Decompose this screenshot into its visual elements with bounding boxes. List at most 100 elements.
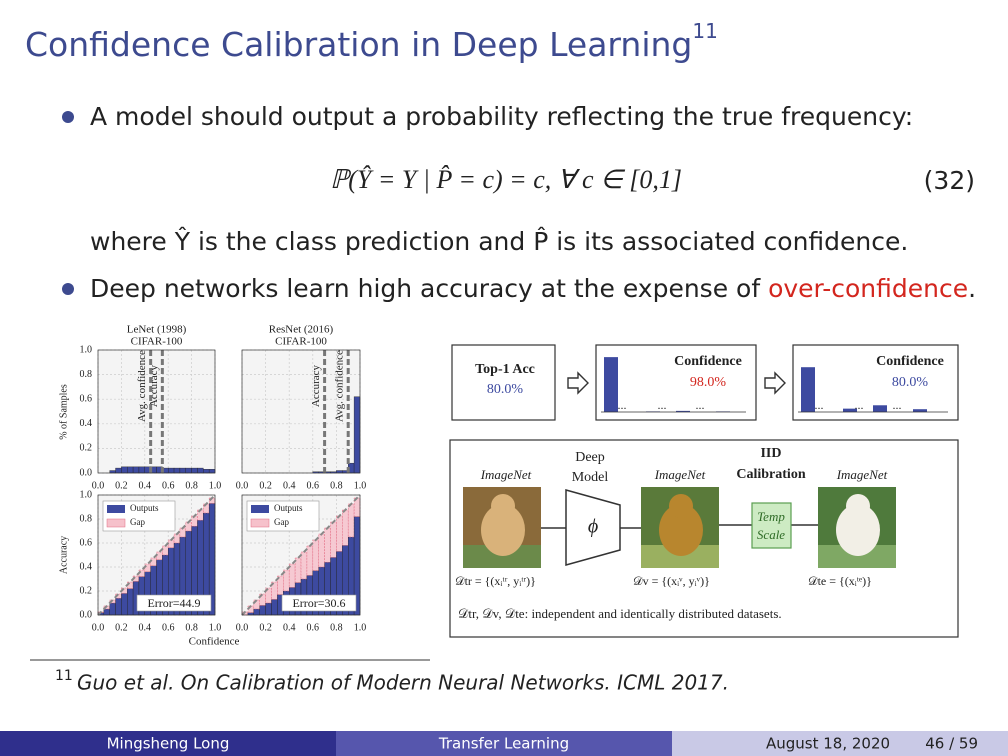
histogram-bar [208, 469, 216, 474]
x-tick-label: 0.2 [259, 480, 272, 491]
bullet-dot [62, 111, 74, 123]
histogram-bar [191, 467, 198, 474]
reference-label: Avg. confidence [136, 350, 148, 422]
output-bar [103, 608, 110, 616]
ellipsis: ... [658, 398, 667, 412]
gap-bar [167, 539, 175, 549]
photo-ground [641, 545, 719, 568]
acc-label: Top-1 Acc [475, 362, 535, 377]
confidence-bar [843, 408, 857, 412]
legend-label: Outputs [274, 503, 303, 513]
y-tick-label: 0.4 [80, 418, 93, 429]
histogram-bar [185, 467, 192, 474]
confidence-value: 98.0% [690, 375, 727, 390]
x-tick-label: 0.6 [162, 622, 175, 633]
x-tick-label: 0.4 [139, 622, 152, 633]
histogram-bar [173, 467, 181, 474]
x-tick-label: 0.4 [283, 622, 296, 633]
legend-swatch [106, 518, 126, 528]
temp-scale-label: Temp [757, 509, 785, 524]
gap-bar [312, 539, 319, 571]
gap-bar [336, 515, 343, 552]
error-label: Error=44.9 [147, 596, 200, 610]
output-bar [271, 599, 278, 616]
confidence-bar [801, 367, 815, 412]
y-tick-label: 1.0 [80, 344, 93, 355]
gap-bar [271, 581, 278, 600]
histogram-bar [179, 467, 186, 474]
output-bar [115, 598, 122, 616]
output-bar [253, 608, 260, 616]
dataset-label: ImageNet [654, 467, 706, 482]
bullet: Deep networks learn high accuracy at the… [90, 274, 976, 303]
x-tick-label: 0.0 [236, 622, 249, 633]
x-tick-label: 0.0 [92, 480, 105, 491]
y-tick-label: 0.6 [80, 393, 93, 404]
model-symbol: ϕ [588, 516, 598, 538]
footnote: Guo et al. On Calibration of Modern Neur… [77, 671, 729, 695]
y-tick-label: 0.2 [80, 585, 93, 596]
model-shape [565, 489, 621, 566]
histogram-bar [121, 466, 128, 474]
y-tick-label: 0.0 [80, 467, 93, 478]
footer-left [0, 731, 336, 756]
gap-bar [208, 497, 216, 504]
error-box [281, 594, 357, 612]
plot-frame [97, 349, 216, 474]
x-tick-label: 0.6 [307, 622, 320, 633]
gap-bar [156, 551, 163, 561]
x-tick-label: 0.8 [330, 622, 343, 633]
confidence-value: 80.0% [892, 375, 929, 390]
x-tick-label: 0.8 [185, 480, 198, 491]
dataset-set: 𝒟te = {(xᵢᵗᵉ)} [808, 574, 872, 588]
gap-bar [342, 509, 349, 546]
x-tick-label: 0.4 [139, 480, 152, 491]
x-tick-label: 0.4 [283, 480, 296, 491]
ellipsis: ... [618, 398, 627, 412]
plot-area [98, 350, 215, 473]
photo-dog [659, 504, 703, 556]
gap-bar [150, 557, 157, 567]
plot-area [242, 350, 360, 473]
photo-ground [818, 545, 896, 568]
photo-ground [463, 545, 541, 568]
y-axis-label: Accuracy [58, 536, 69, 574]
reliability-figure: LeNet (1998)CIFAR-1000.00.00.20.20.40.40… [58, 324, 366, 648]
dataset-label: ImageNet [480, 467, 532, 482]
x-tick-label: 1.0 [209, 622, 222, 633]
ellipsis: ... [855, 398, 864, 412]
photo-dog [481, 504, 525, 556]
reference-label: Accuracy [310, 364, 322, 407]
reference-label: Accuracy [148, 364, 160, 407]
confidence-label: Confidence [674, 354, 742, 369]
bullet-text: Deep networks learn high accuracy at the… [90, 274, 768, 303]
confidence-bar [676, 410, 690, 412]
panel-title: ResNet (2016) [269, 324, 334, 336]
ellipsis: ... [696, 398, 705, 412]
y-tick-label: 0.2 [80, 443, 93, 454]
confidence-label: Confidence [876, 354, 944, 369]
bullet: A model should output a probability refl… [90, 102, 913, 131]
legend-swatch [107, 505, 125, 513]
x-tick-label: 0.0 [236, 480, 249, 491]
histogram-bar [127, 466, 134, 474]
x-tick-label: 0.2 [259, 622, 272, 633]
photo-dog-head [491, 494, 515, 518]
histogram-bar [132, 466, 140, 474]
gap-bar [191, 515, 198, 527]
bullet-end: . [968, 274, 976, 303]
legend-label: Outputs [130, 503, 159, 513]
confidence-bar [604, 357, 618, 412]
explanation: where Ŷ is the class prediction and P̂ i… [90, 226, 908, 256]
y-tick-label: 0.0 [80, 609, 93, 620]
temp-scale-label: Scale [757, 527, 785, 542]
gap-bar [162, 545, 169, 556]
footer-right [672, 731, 1008, 756]
model-label: Deep [575, 450, 605, 465]
x-tick-label: 0.8 [330, 480, 343, 491]
gap-bar [294, 557, 302, 583]
acc-value: 80.0% [487, 382, 524, 397]
error-label: Error=30.6 [292, 596, 345, 610]
legend-swatch [250, 518, 270, 528]
output-bar [121, 593, 128, 616]
